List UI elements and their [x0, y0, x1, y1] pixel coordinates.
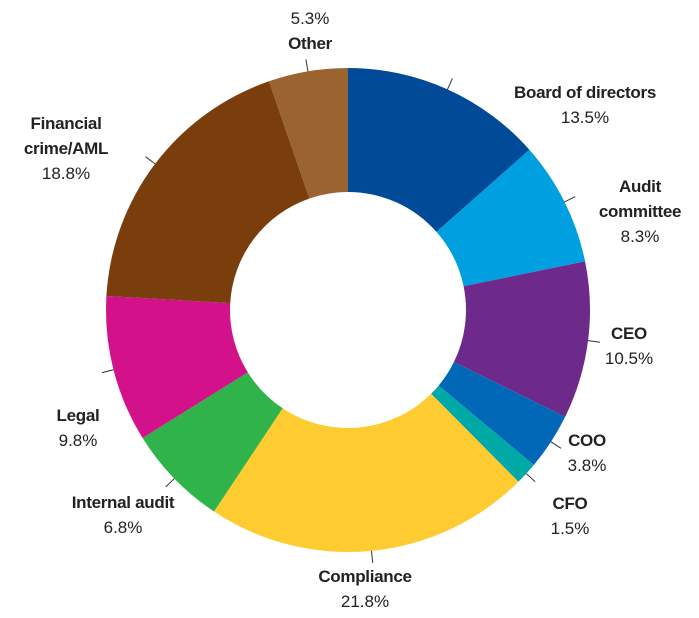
value-label: 10.5% [604, 349, 654, 368]
leader-line [564, 196, 576, 203]
donut-slice [142, 372, 283, 512]
category-label: Legal [56, 406, 100, 425]
donut-slice [438, 362, 566, 466]
donut-slice [268, 68, 348, 199]
donut-slice [453, 261, 590, 417]
category-label: CEO [611, 324, 647, 343]
slice-label: Other 5.3% [270, 6, 350, 56]
category-label: COO [568, 431, 606, 450]
donut-slice [436, 149, 586, 287]
value-label: 9.8% [58, 431, 98, 450]
leader-line [447, 78, 453, 90]
leader-line [526, 473, 536, 483]
slice-label: Board of directors 13.5% [485, 80, 685, 130]
value-label: 6.8% [103, 518, 143, 537]
slice-label: Legal 9.8% [38, 403, 118, 453]
donut-slice [105, 295, 248, 438]
category-label: Other [288, 34, 332, 53]
slice-label: Audit committee 8.3% [580, 174, 699, 249]
category-label: CFO [552, 494, 588, 513]
slice-label: CEO 10.5% [589, 321, 669, 371]
slice-label: COO 3.8% [547, 428, 627, 478]
leader-line [165, 478, 175, 488]
value-label: 5.3% [290, 9, 330, 28]
donut-slice [348, 68, 530, 232]
category-label: Internal audit [71, 493, 175, 512]
value-label: 18.8% [41, 164, 91, 183]
slice-label: CFO 1.5% [530, 491, 610, 541]
donut-slice [106, 81, 310, 304]
slice-label: Internal audit 6.8% [43, 490, 203, 540]
leader-line [587, 340, 601, 343]
value-label: 13.5% [560, 108, 610, 127]
leader-line [371, 550, 374, 563]
slice-label: Compliance 21.8% [285, 564, 445, 614]
category-label: Board of directors [514, 83, 656, 102]
donut-slice [213, 393, 519, 552]
category-label: Compliance [318, 567, 412, 586]
value-label: 21.8% [340, 592, 390, 611]
leader-line [101, 369, 114, 374]
leader-line [550, 441, 562, 449]
value-label: 3.8% [567, 456, 607, 475]
category-label: Financial crime/AML [23, 114, 109, 158]
category-label: Audit committee [598, 177, 682, 221]
value-label: 8.3% [620, 227, 660, 246]
donut-slice [431, 385, 534, 482]
value-label: 1.5% [550, 519, 590, 538]
leader-line [145, 156, 156, 165]
leader-line [305, 59, 309, 72]
slice-label: Financial crime/AML 18.8% [1, 111, 131, 186]
